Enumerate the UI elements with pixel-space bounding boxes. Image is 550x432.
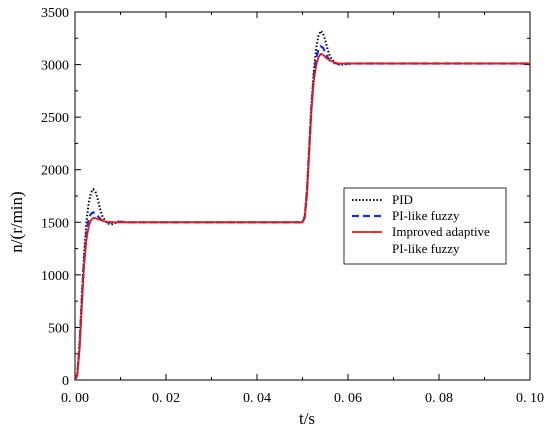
y-tick-label: 2000 [41, 164, 69, 179]
legend-label-improved-adaptive-line1: Improved adaptive [392, 224, 490, 239]
x-axis-label: t/s [299, 409, 315, 428]
legend-label-improved-adaptive-line2: PI-like fuzzy [392, 241, 460, 256]
series-line-pi-like-fuzzy [73, 45, 530, 381]
y-tick-label: 3000 [41, 59, 69, 74]
y-tick-label: 3500 [41, 6, 69, 21]
y-axis-label: n/(r/min) [7, 191, 26, 252]
series-group [73, 29, 530, 381]
axis-ticks [74, 11, 531, 381]
x-tick-label: 0. 00 [61, 391, 89, 406]
x-tick-label: 0. 06 [334, 391, 362, 406]
series-line-improved-adaptive [74, 53, 530, 381]
x-tick-label: 0. 10 [516, 391, 544, 406]
y-tick-label: 1000 [41, 269, 69, 284]
y-tick-label: 500 [48, 321, 69, 336]
x-tick-label: 0. 08 [425, 391, 453, 406]
legend: PID PI-like fuzzy Improved adaptive PI-l… [343, 187, 507, 265]
axis-tick-labels: 0. 00 0. 02 0. 04 0. 06 0. 08 0. 10 0 500 1000 15… [41, 6, 544, 406]
x-tick-label: 0. 04 [243, 391, 271, 406]
y-tick-label: 1500 [41, 216, 69, 231]
y-tick-label: 0 [62, 374, 69, 389]
legend-label-pid: PID [392, 192, 413, 207]
legend-label-pi-like-fuzzy: PI-like fuzzy [392, 208, 460, 223]
y-tick-label: 2500 [41, 111, 69, 126]
x-tick-label: 0. 02 [152, 391, 180, 406]
